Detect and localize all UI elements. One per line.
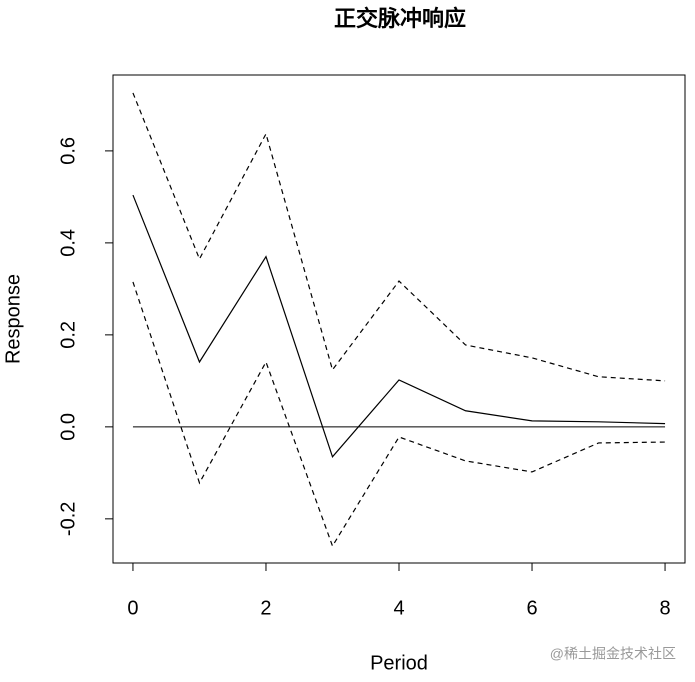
plot-box [112, 74, 686, 564]
x-tick-label: 4 [393, 597, 404, 619]
y-axis-label: Response [2, 274, 24, 364]
y-tick-label: 0.6 [57, 137, 79, 165]
x-axis-label: Period [370, 652, 428, 674]
x-tick-label: 2 [260, 597, 271, 619]
series-line [132, 92, 666, 382]
x-tick-label: 6 [526, 597, 537, 619]
y-tick-label: -0.2 [57, 502, 79, 536]
watermark: @稀土掘金技术社区 [550, 646, 676, 662]
chart-title: 正交脉冲响应 [334, 6, 466, 32]
y-tick-label: 0.0 [57, 413, 79, 441]
series-line [132, 281, 666, 548]
x-tick-label: 0 [127, 597, 138, 619]
x-tick-label: 8 [659, 597, 670, 619]
y-tick-label: 0.4 [57, 229, 79, 257]
y-tick-label: 0.2 [57, 321, 79, 349]
series-line [132, 194, 666, 458]
